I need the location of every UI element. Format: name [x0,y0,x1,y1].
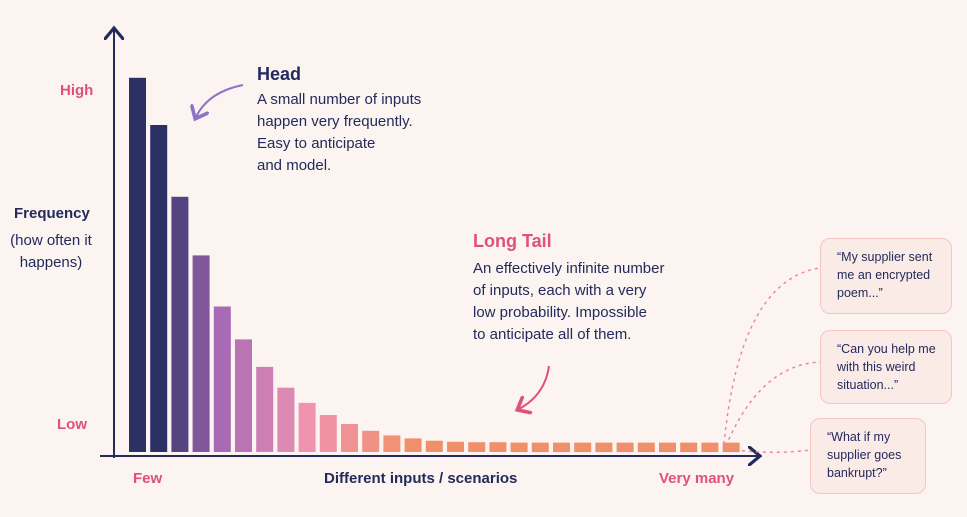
bubble-2-line-3: situation...” [837,378,899,392]
long-tail-line-4: to anticipate all of them. [473,326,632,343]
bubble-3-line-2: supplier goes [827,448,902,462]
bar-16 [447,441,464,452]
bars-group [129,77,740,453]
bar-4 [192,255,210,452]
y-axis-subtitle-line-1: (how often it [10,232,92,249]
x-axis-title: Different inputs / scenarios [324,470,518,487]
bar-28 [701,442,719,453]
head-line-1: A small number of inputs [257,91,422,108]
example-bubble-1: “My supplier sent me an encrypted poem..… [820,238,952,314]
long-tail-title: Long Tail [473,231,552,251]
bar-10 [319,415,337,452]
bar-29 [722,442,740,453]
long-tail-arrow [519,365,550,409]
bar-7 [256,366,274,452]
bar-3 [171,196,189,452]
bar-9 [298,402,316,452]
bar-1 [129,77,146,453]
head-title: Head [257,64,302,84]
bar-11 [341,424,358,452]
bar-21 [553,442,570,453]
example-bubble-2: “Can you help me with this weird situati… [820,330,952,404]
bubble-1-line-3: poem...” [837,286,883,300]
bubble-3-line-1: “What if my [827,430,891,444]
bar-23 [595,442,613,453]
long-tail-line-1: An effectively infinite number [473,260,665,277]
bubble-1-line-1: “My supplier sent [837,250,933,264]
bar-2 [150,125,168,452]
bar-26 [659,442,676,453]
long-tail-line-2: of inputs, each with a very [473,282,647,299]
y-axis-subtitle: (how often it happens) [2,230,100,274]
bar-6 [235,339,252,452]
x-start-label: Few [133,470,163,487]
bar-5 [213,306,231,452]
bar-17 [468,442,486,452]
bar-12 [362,430,380,452]
head-line-2: happen very frequently. [257,113,413,130]
bubble-2-line-1: “Can you help me [837,342,936,356]
example-bubble-3: “What if my supplier goes bankrupt?” [810,418,926,494]
head-annotation: Head A small number of inputs happen ver… [257,64,421,177]
y-low-label: Low [57,416,87,433]
bar-13 [383,435,401,452]
long-tail-annotation: Long Tail An effectively infinite number… [473,231,665,346]
bubble-3-line-3: bankrupt?” [827,466,887,480]
y-high-label: High [60,82,94,99]
bubble-2-line-2: with this weird [837,360,916,374]
head-line-4: and model. [257,157,332,174]
head-line-3: Easy to anticipate [257,135,376,152]
bar-20 [531,442,549,453]
y-axis-subtitle-line-2: happens) [19,254,83,271]
bar-15 [425,440,443,452]
long-tail-line-3: low probability. Impossible [473,304,647,321]
bar-22 [574,442,592,453]
head-arrow [196,84,244,117]
bar-25 [637,442,655,453]
bar-18 [489,442,507,452]
y-axis-title: Frequency [14,205,90,222]
bar-27 [680,442,698,453]
x-end-label: Very many [659,470,735,487]
bar-8 [277,387,295,452]
bubble-connectors [723,267,821,453]
bar-19 [510,442,528,453]
bubble-1-line-2: me an encrypted [837,268,931,282]
bar-14 [404,438,422,452]
bar-24 [616,442,634,453]
